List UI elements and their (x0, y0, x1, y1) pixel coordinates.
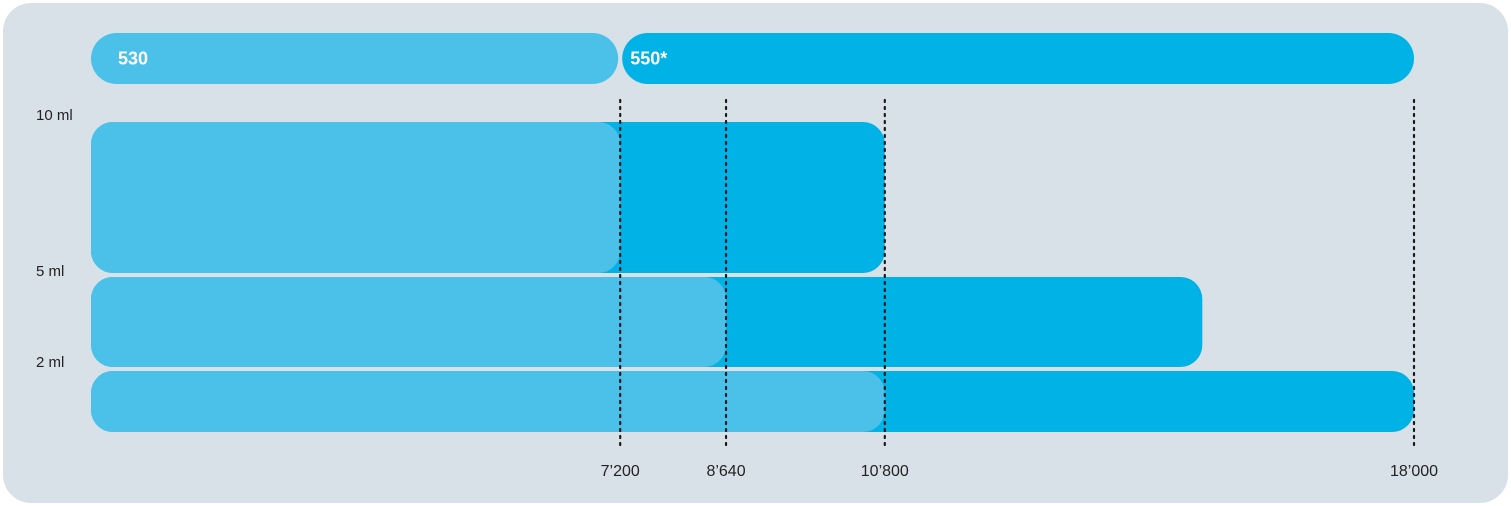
tick-label-3: 18’000 (1390, 463, 1438, 480)
bar-530-2 (91, 371, 885, 432)
category-label-1: 5 ml (36, 263, 64, 280)
tick-label-1: 8’640 (706, 463, 745, 480)
header-pill-530 (91, 33, 619, 84)
header-pill-550 (622, 33, 1414, 84)
tick-label-2: 10’800 (861, 463, 909, 480)
header-label-530: 530 (118, 49, 148, 69)
bar-530-0 (91, 122, 621, 273)
category-label-2: 2 ml (36, 354, 64, 371)
tick-label-0: 7’200 (601, 463, 640, 480)
category-label-0: 10 ml (36, 107, 73, 124)
bar-530-1 (91, 277, 727, 367)
header-label-550: 550* (630, 49, 667, 69)
